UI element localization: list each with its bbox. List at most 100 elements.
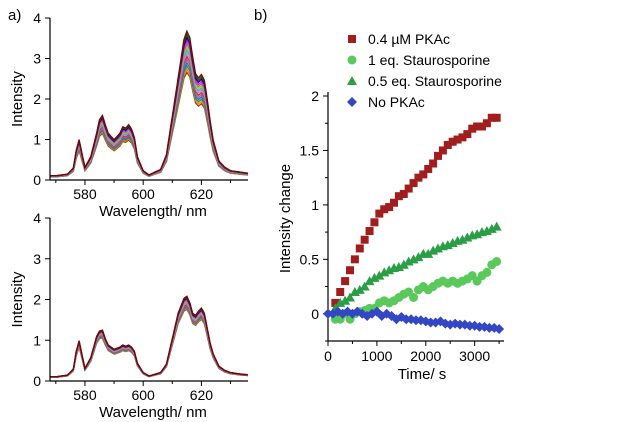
data-point: [350, 255, 359, 264]
y-tick-label: 2: [33, 91, 41, 107]
data-point: [355, 244, 364, 253]
y-tick-label: 3: [33, 251, 41, 267]
data-point: [458, 133, 467, 142]
data-point: [463, 130, 472, 139]
data-point: [359, 281, 370, 291]
data-point: [473, 122, 482, 131]
spectrum-trace: [50, 29, 249, 177]
y-tick-label: 1: [311, 197, 319, 213]
y-tick-label: 0.5: [300, 251, 320, 267]
x-tick-label: 600: [131, 387, 155, 403]
x-tick-label: 3000: [459, 348, 490, 364]
data-point: [487, 113, 496, 122]
x-tick-label: 2000: [410, 348, 441, 364]
data-point: [364, 276, 375, 286]
data-point: [482, 267, 492, 277]
legend-marker: [347, 97, 357, 107]
legend-label: 0.4 µM PKAc: [368, 31, 450, 47]
data-point: [399, 190, 408, 198]
chart-b: 0 1000 2000 3000 0 0.5 1 1.5 2 Time/ s Intensity c…: [277, 31, 505, 383]
legend-marker: [347, 76, 357, 85]
spectrum-trace: [50, 295, 249, 378]
data-point: [492, 257, 502, 267]
y-axis-title: Intensity: [9, 71, 26, 127]
y-tick-label: 1.5: [300, 142, 320, 158]
data-point: [478, 122, 486, 131]
data-point: [448, 137, 457, 146]
y-tick-label: 2: [311, 88, 319, 104]
data-point: [414, 173, 423, 182]
x-axis-title: Wavelength/ nm: [99, 203, 207, 220]
data-point: [491, 221, 502, 231]
data-point: [374, 270, 385, 280]
data-point: [340, 295, 351, 305]
data-point: [482, 119, 491, 128]
y-tick-label: 4: [33, 210, 41, 226]
data-point: [468, 124, 477, 133]
x-axis-title: Time/ s: [398, 366, 447, 383]
spectrum-trace: [50, 38, 249, 177]
x-tick-label: 580: [73, 387, 97, 403]
data-point: [375, 209, 384, 218]
series-3: [323, 306, 505, 335]
panel-label-a: a): [8, 7, 21, 24]
chart-a-bottom: 580 600 620 0 1 2 3 4 Wavelength/ nm Intensity: [9, 210, 249, 421]
data-point: [380, 205, 389, 214]
data-point: [365, 227, 374, 236]
y-tick-label: 0: [33, 172, 41, 188]
data-point: [429, 159, 438, 168]
data-point: [354, 284, 365, 294]
data-point: [413, 252, 424, 262]
data-point: [438, 146, 447, 155]
data-point: [409, 179, 418, 188]
data-point: [419, 170, 428, 179]
x-tick-label: 0: [324, 348, 332, 364]
y-tick-label: 4: [33, 10, 41, 26]
x-tick-label: 600: [131, 186, 155, 202]
data-point: [331, 298, 340, 307]
data-point: [385, 203, 394, 212]
x-tick-label: 580: [73, 186, 97, 202]
legend-label: 0.5 eq. Staurosporine: [368, 73, 502, 89]
data-point: [394, 192, 403, 201]
y-tick-label: 2: [33, 292, 41, 308]
x-tick-label: 1000: [361, 348, 392, 364]
data-point: [423, 248, 434, 258]
data-point: [434, 151, 442, 160]
legend-label: 1 eq. Staurosporine: [368, 52, 490, 68]
data-point: [341, 277, 350, 286]
x-tick-label: 620: [190, 186, 214, 202]
data-point: [494, 324, 505, 335]
y-tick-label: 1: [33, 332, 41, 348]
data-point: [404, 184, 413, 193]
panel-label-b: b): [254, 7, 267, 24]
y-tick-label: 0: [311, 306, 319, 322]
data-point: [346, 266, 354, 275]
data-point: [492, 113, 501, 122]
spectrum-trace: [50, 35, 249, 177]
y-axis-title: Intensity: [9, 271, 26, 327]
data-point: [409, 292, 419, 302]
data-point: [345, 292, 355, 302]
data-point: [443, 141, 452, 149]
x-tick-label: 620: [190, 387, 214, 403]
legend-marker: [347, 55, 357, 65]
y-tick-label: 1: [33, 132, 41, 148]
data-point: [336, 288, 345, 296]
y-tick-label: 3: [33, 51, 41, 67]
y-axis-title: Intensity change: [277, 164, 294, 273]
data-point: [424, 164, 433, 173]
y-tick-label: 0: [33, 373, 41, 389]
spectrum-trace: [50, 42, 249, 177]
x-axis-title: Wavelength/ nm: [99, 404, 207, 421]
data-point: [453, 135, 462, 144]
data-point: [370, 218, 379, 227]
data-point: [390, 198, 398, 207]
series-0: [331, 113, 501, 307]
data-point: [398, 259, 409, 269]
legend: 0.4 µM PKAc 1 eq. Staurosporine 0.5 eq. St…: [347, 31, 502, 110]
data-point: [360, 235, 369, 244]
chart-a-top: 580 600 620 0 1 2 3 4 Wavelength/ nm Intensity: [9, 10, 249, 220]
legend-label: No PKAc: [368, 94, 425, 110]
